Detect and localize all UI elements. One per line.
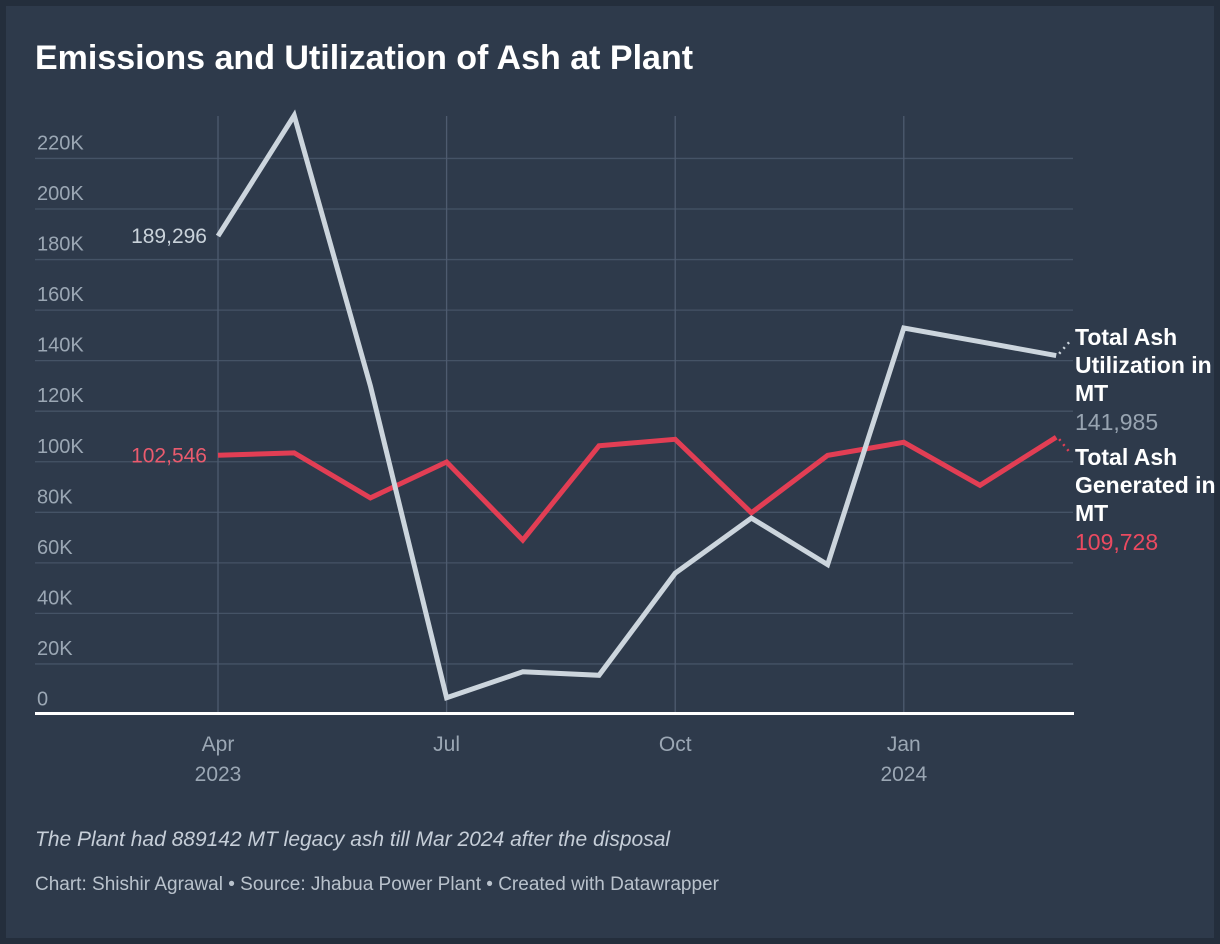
y-tick-label: 20K	[37, 638, 73, 660]
legend-utilization-label: Total Ash Utilization in MT	[1075, 324, 1212, 406]
y-tick-label: 200K	[37, 183, 84, 205]
y-tick-label: 180K	[37, 234, 84, 256]
x-tick-year-label: 2024	[880, 763, 927, 786]
y-tick-label: 220K	[37, 132, 84, 154]
y-tick-label: 160K	[37, 284, 84, 306]
legend-generated-value: 109,728	[1075, 529, 1159, 555]
legend-utilization-value: 141,985	[1075, 409, 1159, 435]
x-tick-label: Jul	[433, 733, 460, 756]
chart-byline: Chart: Shishir Agrawal • Source: Jhabua …	[35, 874, 719, 895]
generated-line[interactable]	[217, 435, 1058, 544]
utilization-start-value-label: 189,296	[131, 225, 207, 248]
generated-end-connector	[1058, 438, 1072, 455]
y-tick-label: 120K	[37, 385, 84, 407]
y-tick-label: 60K	[37, 537, 73, 559]
y-tick-label: 100K	[37, 436, 84, 458]
utilization-end-connector	[1058, 339, 1072, 355]
chart-footnote: The Plant had 889142 MT legacy ash till …	[35, 828, 671, 851]
x-tick-label: Jan	[887, 733, 921, 756]
generated-start-value-label: 102,546	[131, 444, 207, 467]
y-tick-label: 40K	[37, 587, 73, 609]
x-tick-year-label: 2023	[195, 763, 242, 786]
y-tick-label: 140K	[37, 335, 84, 357]
legend-generated-label: Total Ash Generated in MT	[1075, 444, 1216, 526]
x-tick-label: Apr	[202, 733, 235, 756]
legend-generated: Total Ash Generated in MT 109,728	[1075, 443, 1220, 556]
y-tick-label: 80K	[37, 486, 73, 508]
legend-utilization: Total Ash Utilization in MT 141,985	[1075, 323, 1220, 436]
utilization-line[interactable]	[215, 109, 1057, 702]
x-tick-label: Oct	[659, 733, 692, 756]
chart-title: Emissions and Utilization of Ash at Plan…	[35, 39, 694, 77]
y-tick-label: 0	[37, 689, 48, 711]
